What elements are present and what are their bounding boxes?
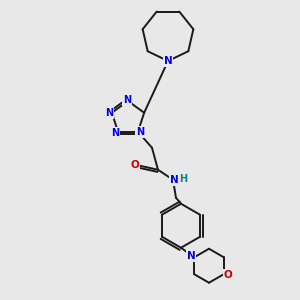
Text: N: N [164,56,172,66]
Text: N: N [123,95,131,105]
Text: H: H [179,174,187,184]
Text: O: O [223,270,232,280]
Text: N: N [187,251,196,261]
Text: N: N [169,175,178,185]
Text: N: N [136,127,144,137]
Text: N: N [105,108,113,118]
Text: N: N [111,128,119,138]
Text: O: O [130,160,140,170]
